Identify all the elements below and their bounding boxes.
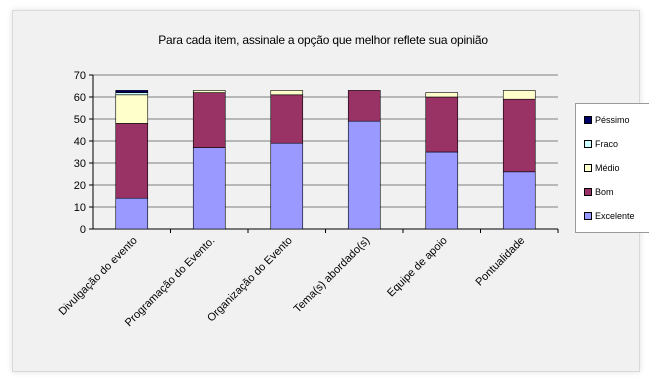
legend-swatch <box>584 211 592 220</box>
chart-legend: Péssimo Fraco Médio Bom Excelente <box>575 103 649 233</box>
y-tick-label: 70 <box>74 70 86 82</box>
y-tick-label: 0 <box>80 224 86 236</box>
bar-segment <box>270 94 304 144</box>
y-tick-label: 30 <box>74 158 86 170</box>
legend-item: Fraco <box>584 138 618 150</box>
y-tick-label: 10 <box>74 202 86 214</box>
legend-label: Médio <box>595 163 620 173</box>
bar-segment <box>425 151 459 230</box>
legend-label: Excelente <box>595 211 635 221</box>
bar-segment <box>192 90 226 93</box>
bar-segment <box>115 92 149 96</box>
bar-segment <box>115 90 149 93</box>
bar-segment <box>270 90 304 96</box>
x-tick-label: Tema(s) abordado(s) <box>292 235 373 316</box>
legend-swatch <box>584 115 592 124</box>
x-tick-label: Organização do Evento <box>205 235 295 325</box>
y-tick-label: 50 <box>74 114 86 126</box>
legend-swatch <box>584 139 592 148</box>
bar-segment <box>425 92 459 98</box>
bar-segment <box>502 171 536 230</box>
bar-segment <box>270 142 304 230</box>
legend-label: Bom <box>595 187 614 197</box>
y-tick-label: 40 <box>74 136 86 148</box>
legend-item: Bom <box>584 186 614 198</box>
bar-segment <box>192 92 226 148</box>
legend-swatch <box>584 163 592 172</box>
legend-label: Fraco <box>595 139 619 149</box>
x-tick-label: Divulgação do evento <box>57 235 140 318</box>
y-tick-label: 60 <box>74 92 86 104</box>
legend-item: Médio <box>584 162 620 174</box>
bar-segment <box>115 123 149 199</box>
x-tick-label: Pontualidade <box>473 235 527 289</box>
legend-item: Péssimo <box>584 114 630 126</box>
chart-area: Para cada item, assinale a opção que mel… <box>12 10 649 372</box>
chart-svg: 0 10 20 30 40 50 60 70 Divulgação do eventoProgr… <box>57 70 559 330</box>
bar-segment <box>347 120 381 230</box>
bar-segment <box>502 90 536 100</box>
bar-segment <box>115 94 149 124</box>
legend-item: Excelente <box>584 210 635 222</box>
bar-segment <box>192 147 226 230</box>
legend-label: Péssimo <box>595 115 630 125</box>
bar-segment <box>347 90 381 122</box>
y-tick-label: 20 <box>74 180 86 192</box>
bar-segment <box>502 98 536 173</box>
legend-swatch <box>584 187 592 196</box>
chart-title: Para cada item, assinale a opção que mel… <box>158 33 488 47</box>
x-tick-label: Programação do Evento. <box>123 235 218 330</box>
x-tick-label: Equipe de apoio <box>385 235 450 300</box>
bar-segment <box>115 197 149 230</box>
bar-segment <box>425 96 459 153</box>
